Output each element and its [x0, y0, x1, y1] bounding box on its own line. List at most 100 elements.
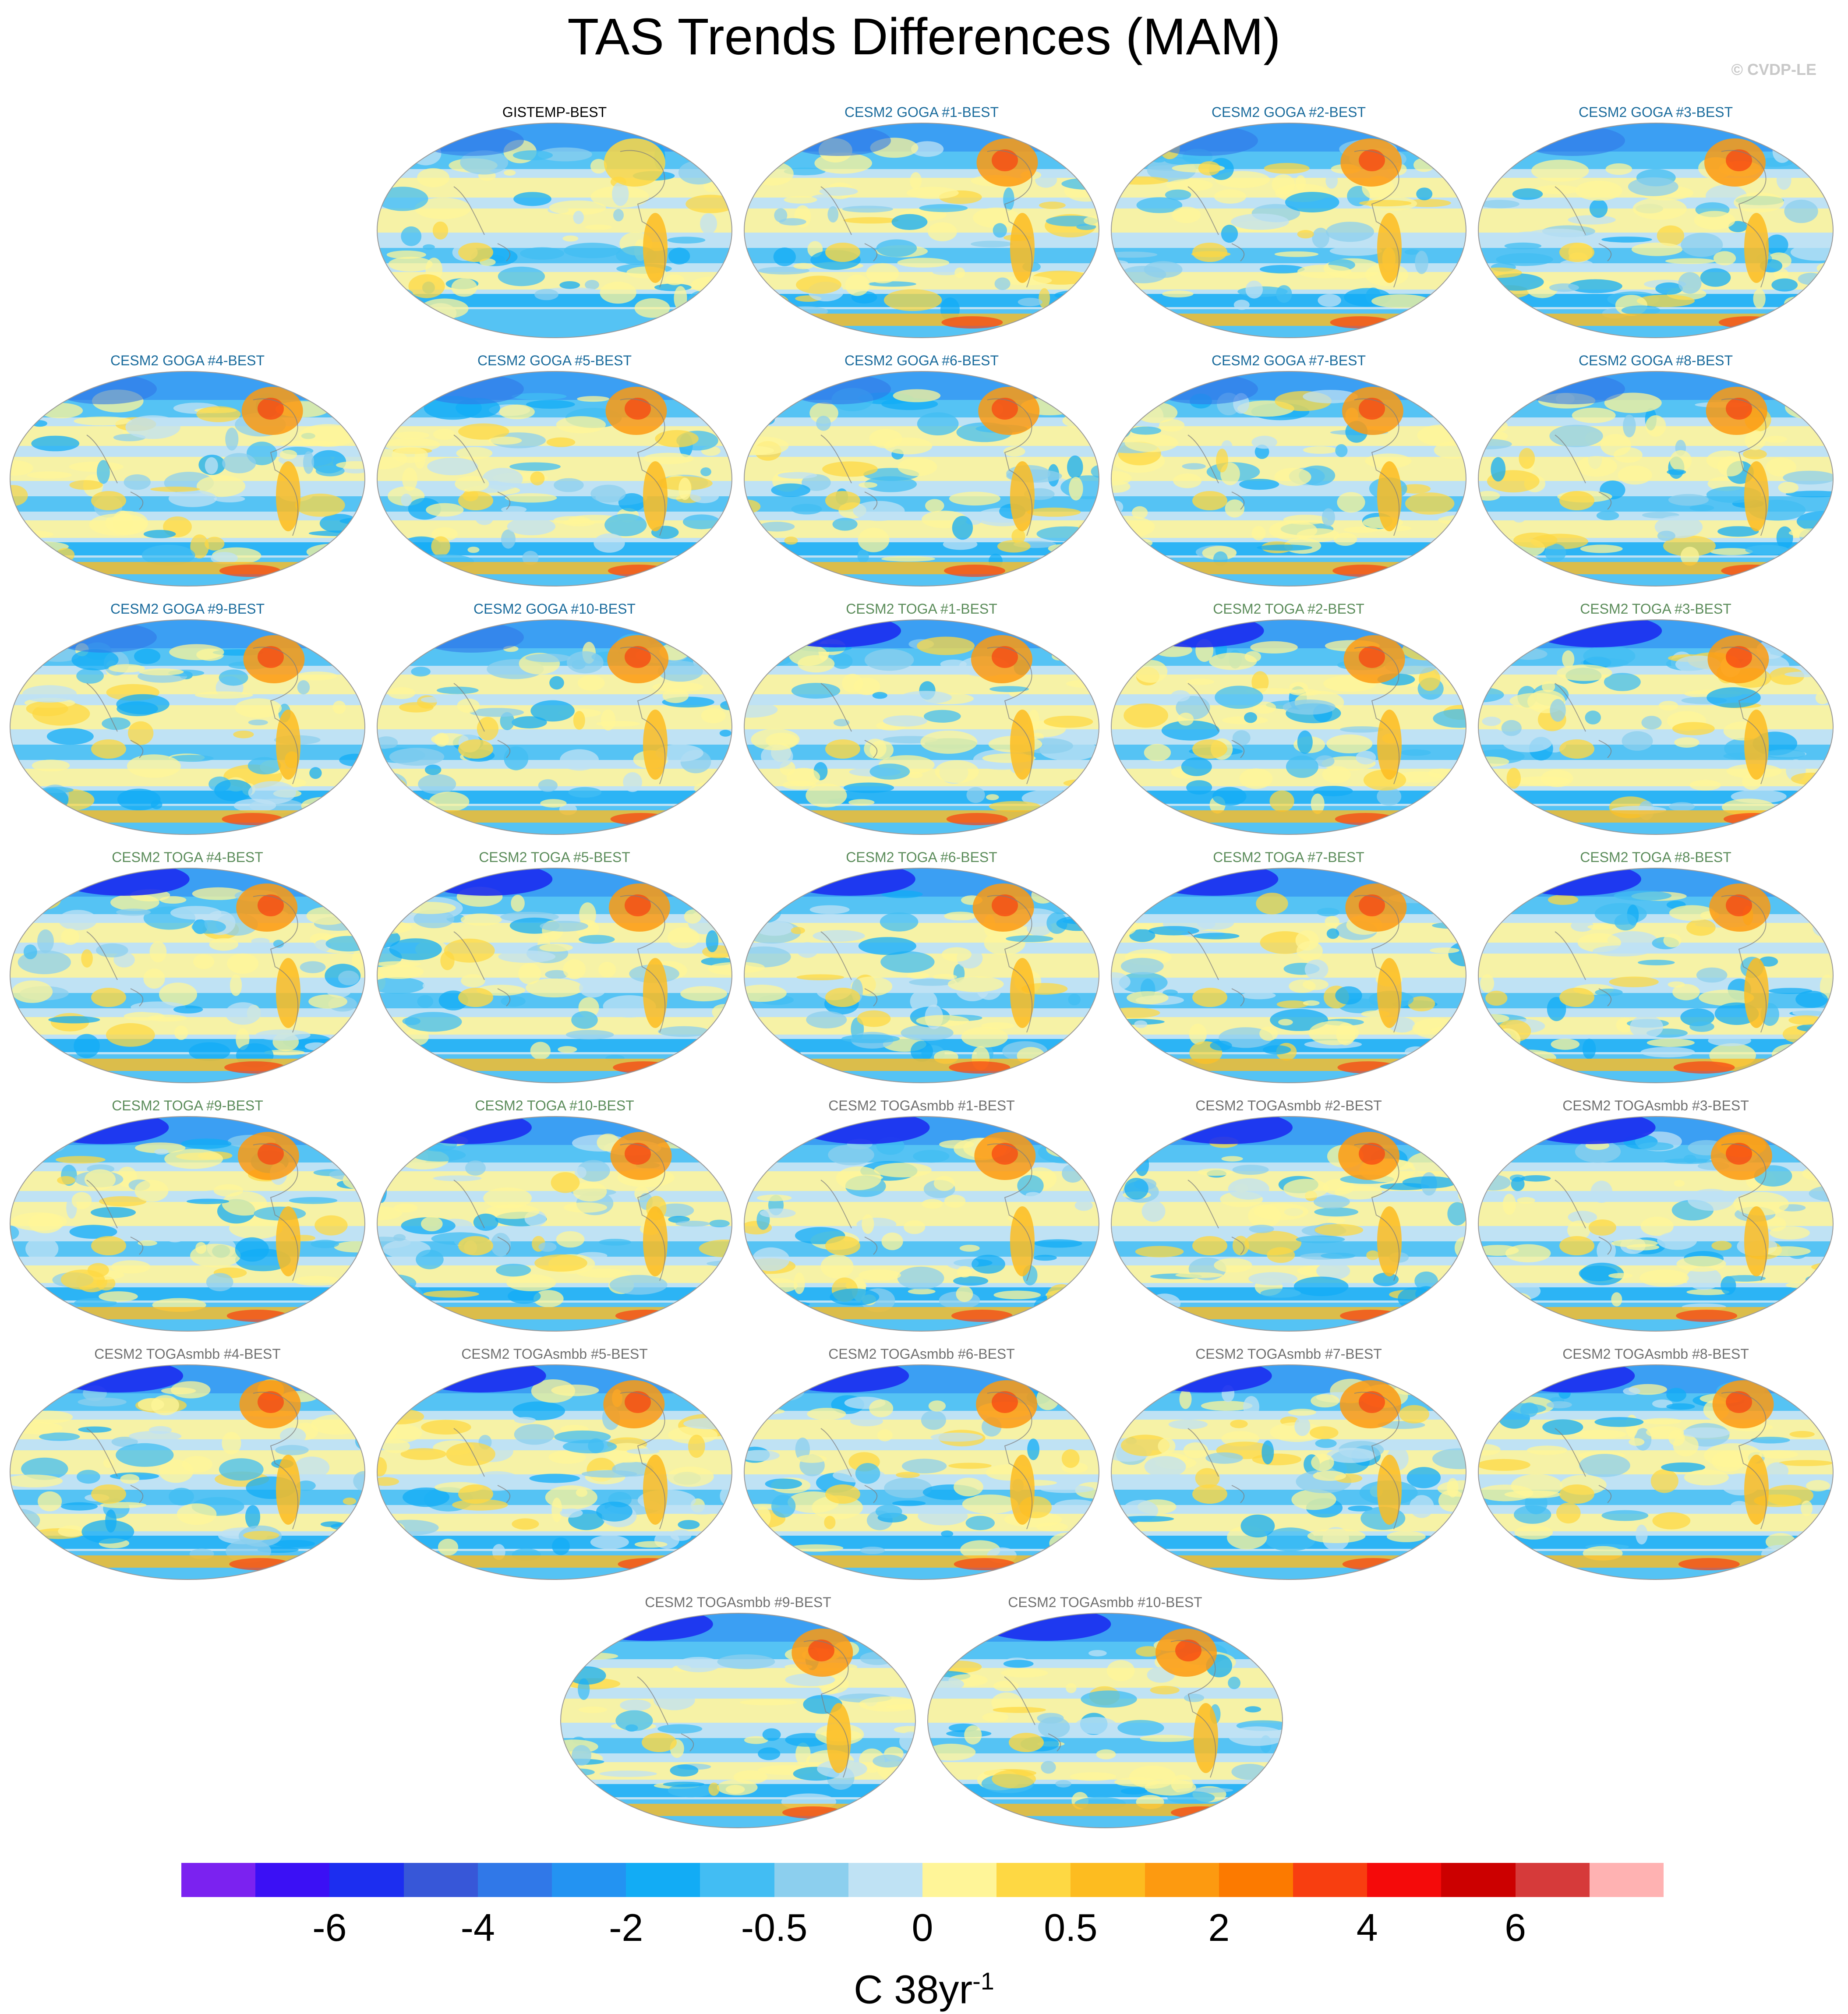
- map-panel: CESM2 TOGA #5-BEST: [375, 848, 734, 1087]
- map-panel-title: CESM2 GOGA #9-BEST: [110, 601, 265, 617]
- map-panel-title: CESM2 TOGA #5-BEST: [479, 849, 630, 865]
- map-panel: CESM2 TOGAsmbb #1-BEST: [742, 1097, 1101, 1336]
- colorbar-swatch: [1071, 1863, 1145, 1897]
- map-panel-title: CESM2 TOGA #6-BEST: [846, 849, 997, 865]
- figure-title: TAS Trends Differences (MAM): [567, 8, 1281, 66]
- colorbar-tick-label: 2: [1208, 1906, 1230, 1949]
- colorbar-swatch: [181, 1863, 256, 1897]
- map-panel-title: CESM2 TOGA #8-BEST: [1580, 849, 1731, 865]
- map-panel-title: CESM2 GOGA #3-BEST: [1578, 104, 1733, 120]
- colorbar-swatch: [403, 1863, 478, 1897]
- map-panel: CESM2 TOGAsmbb #2-BEST: [1109, 1097, 1468, 1336]
- robinson-map: [1478, 619, 1834, 835]
- colorbar-units: C 38yr-1: [0, 1957, 1848, 2014]
- robinson-map: [744, 1364, 1099, 1580]
- colorbar-swatch: [1219, 1863, 1293, 1897]
- robinson-map: [744, 1116, 1099, 1332]
- robinson-map: [1478, 1364, 1834, 1580]
- map-panel: CESM2 GOGA #7-BEST: [1109, 352, 1468, 590]
- map-panel-title: CESM2 TOGAsmbb #10-BEST: [1008, 1594, 1202, 1610]
- robinson-map: [744, 123, 1099, 338]
- map-panel-title: CESM2 TOGA #10-BEST: [475, 1098, 634, 1113]
- map-panel: CESM2 TOGA #10-BEST: [375, 1097, 734, 1336]
- colorbar-tick-label: 0: [912, 1906, 933, 1949]
- colorbar-swatch: [1589, 1863, 1664, 1897]
- map-panel-title: CESM2 TOGAsmbb #9-BEST: [645, 1594, 831, 1610]
- map-panel: CESM2 GOGA #5-BEST: [375, 352, 734, 590]
- map-panel-title: CESM2 TOGA #3-BEST: [1580, 601, 1731, 617]
- colorbar-tick-label: -6: [312, 1906, 347, 1949]
- map-panel: CESM2 TOGA #9-BEST: [8, 1097, 367, 1336]
- colorbar-swatch: [700, 1863, 775, 1897]
- colorbar-swatch: [848, 1863, 923, 1897]
- map-panel-title: CESM2 GOGA #4-BEST: [110, 353, 265, 368]
- colorbar-swatch: [255, 1863, 330, 1897]
- robinson-map: [1111, 371, 1466, 587]
- robinson-map: [377, 1364, 732, 1580]
- robinson-map: [377, 619, 732, 835]
- robinson-map: [1111, 868, 1466, 1083]
- map-panel-title: CESM2 TOGAsmbb #1-BEST: [828, 1098, 1015, 1113]
- map-panel: CESM2 TOGA #1-BEST: [742, 600, 1101, 839]
- map-panel-title: CESM2 GOGA #6-BEST: [844, 353, 999, 368]
- credit-label: © CVDP-LE: [1731, 60, 1816, 78]
- colorbar-tick-label: 0.5: [1044, 1906, 1098, 1949]
- map-panel: CESM2 TOGA #3-BEST: [1476, 600, 1835, 839]
- colorbar-swatch: [1367, 1863, 1442, 1897]
- robinson-map: [1111, 1364, 1466, 1580]
- colorbar-swatch: [477, 1863, 552, 1897]
- map-panel: CESM2 TOGAsmbb #8-BEST: [1476, 1345, 1835, 1584]
- map-panel-title: CESM2 TOGAsmbb #4-BEST: [94, 1346, 281, 1362]
- map-panel: CESM2 GOGA #1-BEST: [742, 103, 1101, 342]
- colorbar-swatch: [996, 1863, 1071, 1897]
- map-panel: CESM2 GOGA #2-BEST: [1109, 103, 1468, 342]
- robinson-map: [927, 1613, 1283, 1828]
- map-panel-title: CESM2 TOGAsmbb #5-BEST: [461, 1346, 648, 1362]
- robinson-map: [10, 619, 365, 835]
- colorbar-swatch: [1441, 1863, 1516, 1897]
- robinson-map: [1478, 371, 1834, 587]
- robinson-map: [744, 868, 1099, 1083]
- map-panel: CESM2 TOGAsmbb #4-BEST: [8, 1345, 367, 1584]
- map-panel-title: CESM2 TOGAsmbb #8-BEST: [1562, 1346, 1749, 1362]
- robinson-map: [1478, 1116, 1834, 1332]
- robinson-map: [10, 371, 365, 587]
- colorbar-tick-label: -4: [460, 1906, 495, 1949]
- colorbar-swatch: [552, 1863, 626, 1897]
- map-panel-title: CESM2 TOGAsmbb #3-BEST: [1562, 1098, 1749, 1113]
- colorbar-swatch: [626, 1863, 700, 1897]
- map-panel: GISTEMP-BEST: [375, 103, 734, 342]
- map-panel-title: CESM2 GOGA #5-BEST: [477, 353, 632, 368]
- map-panel-title: CESM2 TOGA #9-BEST: [112, 1098, 263, 1113]
- colorbar-tick-label: 4: [1356, 1906, 1378, 1949]
- colorbar-swatch: [329, 1863, 404, 1897]
- robinson-map: [744, 371, 1099, 587]
- robinson-map: [1111, 123, 1466, 338]
- map-panel: CESM2 TOGAsmbb #7-BEST: [1109, 1345, 1468, 1584]
- map-panel-title: CESM2 GOGA #1-BEST: [844, 104, 999, 120]
- map-panel: CESM2 TOGAsmbb #5-BEST: [375, 1345, 734, 1584]
- units-label: C 38yr: [854, 1967, 973, 2012]
- colorbar-tick-label: -0.5: [741, 1906, 808, 1949]
- map-panel: CESM2 TOGA #4-BEST: [8, 848, 367, 1087]
- map-panel-title: CESM2 GOGA #7-BEST: [1211, 353, 1366, 368]
- colorbar-swatch: [1145, 1863, 1219, 1897]
- map-panel-title: GISTEMP-BEST: [502, 104, 607, 120]
- colorbar-swatch: [1293, 1863, 1367, 1897]
- map-panel-title: CESM2 TOGAsmbb #2-BEST: [1195, 1098, 1382, 1113]
- robinson-map: [1111, 1116, 1466, 1332]
- units-superscript: -1: [972, 1967, 994, 1995]
- map-panel-title: CESM2 TOGA #7-BEST: [1213, 849, 1364, 865]
- robinson-map: [377, 123, 732, 338]
- map-panel: CESM2 TOGAsmbb #6-BEST: [742, 1345, 1101, 1584]
- map-panel: CESM2 TOGA #2-BEST: [1109, 600, 1468, 839]
- map-panel: CESM2 TOGA #8-BEST: [1476, 848, 1835, 1087]
- robinson-map: [744, 619, 1099, 835]
- map-panel-title: CESM2 GOGA #10-BEST: [473, 601, 636, 617]
- map-panel: CESM2 TOGAsmbb #10-BEST: [926, 1594, 1285, 1832]
- map-panel-title: CESM2 GOGA #2-BEST: [1211, 104, 1366, 120]
- robinson-map: [560, 1613, 916, 1828]
- colorbar-swatch: [1515, 1863, 1590, 1897]
- robinson-map: [377, 1116, 732, 1332]
- map-panel: CESM2 TOGAsmbb #9-BEST: [558, 1594, 918, 1832]
